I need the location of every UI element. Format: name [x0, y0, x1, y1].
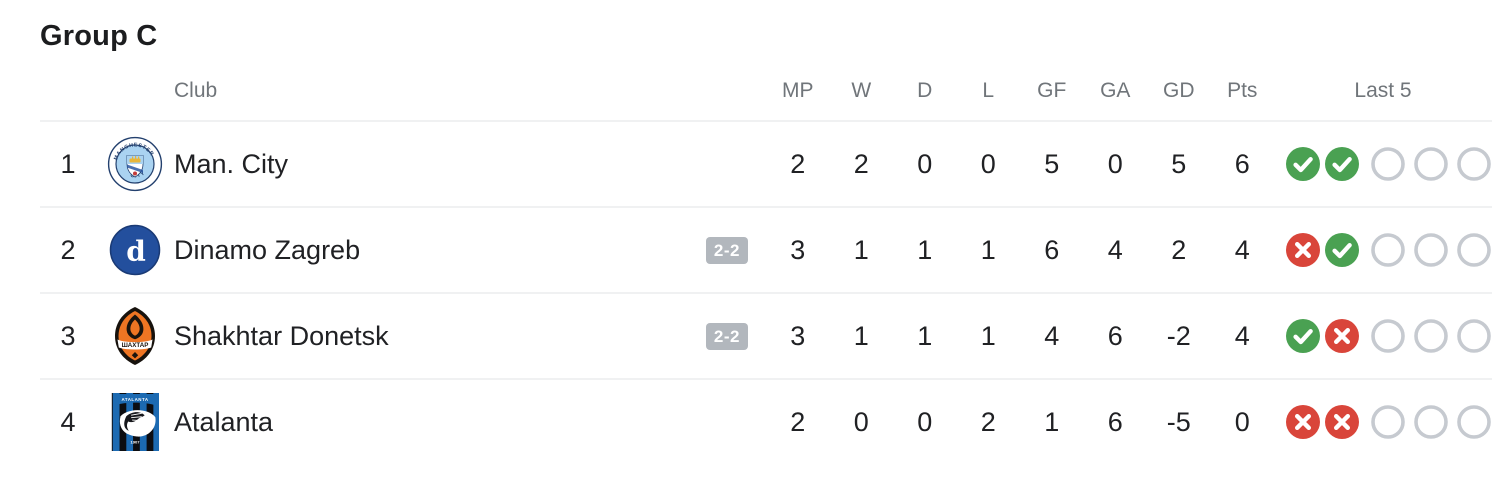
table-row[interactable]: 1 MANCHESTER CITY Man. City 2 2 0 0 5 0 … — [40, 120, 1492, 206]
stat-ga: 6 — [1107, 320, 1123, 351]
stat-d: 1 — [917, 234, 933, 265]
svg-text:d: d — [126, 235, 146, 268]
header-pts: Pts — [1227, 79, 1258, 102]
header-l: L — [982, 79, 995, 102]
stat-gf: 5 — [1044, 148, 1060, 179]
upcoming-match-icon — [1414, 147, 1448, 181]
stat-l: 1 — [980, 234, 996, 265]
header-d: D — [917, 79, 933, 102]
upcoming-match-icon — [1371, 319, 1405, 353]
stat-mp: 2 — [790, 406, 806, 437]
header-gf: GF — [1037, 79, 1067, 102]
last5-results — [1274, 147, 1492, 181]
stat-d: 0 — [917, 148, 933, 179]
header-gd: GD — [1163, 79, 1195, 102]
upcoming-match-icon — [1457, 233, 1491, 267]
stat-pts: 6 — [1234, 148, 1250, 179]
stat-gf: 4 — [1044, 320, 1060, 351]
loss-icon — [1286, 405, 1320, 439]
win-icon — [1325, 233, 1359, 267]
club-logo: ATALANTA 1907 — [111, 393, 159, 451]
group-title: Group C — [40, 20, 158, 52]
header-last5: Last 5 — [1354, 79, 1412, 102]
stat-w: 0 — [853, 406, 869, 437]
upcoming-match-icon — [1414, 233, 1448, 267]
stat-gd: -5 — [1166, 406, 1191, 437]
stat-d: 1 — [917, 320, 933, 351]
position-number: 4 — [60, 406, 76, 437]
loss-icon — [1286, 233, 1320, 267]
stat-l: 0 — [980, 148, 996, 179]
svg-text:ATALANTA: ATALANTA — [121, 397, 148, 402]
svg-text:ШАХТАР: ШАХТАР — [122, 342, 149, 349]
stat-pts: 4 — [1234, 234, 1250, 265]
stat-d: 0 — [917, 406, 933, 437]
stat-w: 2 — [853, 148, 869, 179]
club-name[interactable]: Atalanta — [174, 406, 274, 437]
header-ga: GA — [1100, 79, 1131, 102]
header-mp: MP — [782, 79, 814, 102]
table-row[interactable]: 3 ШАХТАР Shakhtar Donetsk 2-2 3 1 1 1 4 … — [40, 292, 1492, 378]
stat-pts: 0 — [1234, 406, 1250, 437]
last5-results — [1274, 405, 1492, 439]
stat-gd: -2 — [1166, 320, 1191, 351]
last5-results — [1274, 233, 1492, 267]
stat-w: 1 — [853, 320, 869, 351]
loss-icon — [1325, 319, 1359, 353]
upcoming-match-icon — [1371, 405, 1405, 439]
stat-gf: 6 — [1044, 234, 1060, 265]
position-number: 1 — [60, 148, 76, 179]
club-name[interactable]: Dinamo Zagreb — [174, 234, 361, 265]
dinamo-zagreb-logo: d — [109, 224, 161, 276]
man-city-logo: MANCHESTER CITY — [107, 136, 163, 192]
stat-gd: 2 — [1171, 234, 1187, 265]
stat-w: 1 — [853, 234, 869, 265]
win-icon — [1286, 147, 1320, 181]
table-body: 1 MANCHESTER CITY Man. City 2 2 0 0 5 0 … — [40, 120, 1492, 464]
standings-widget: Group C Club MP W D L GF GA GD Pts Last … — [40, 20, 1492, 464]
club-logo: ШАХТАР — [110, 306, 160, 366]
stat-gf: 1 — [1044, 406, 1060, 437]
upcoming-match-icon — [1371, 233, 1405, 267]
upcoming-match-icon — [1371, 147, 1405, 181]
stat-l: 2 — [980, 406, 996, 437]
upcoming-match-icon — [1414, 405, 1448, 439]
stat-mp: 3 — [790, 234, 806, 265]
header-club: Club — [174, 79, 218, 102]
club-name[interactable]: Man. City — [174, 148, 289, 179]
table-row[interactable]: 2 d Dinamo Zagreb 2-2 3 1 1 1 6 4 2 4 — [40, 206, 1492, 292]
stat-pts: 4 — [1234, 320, 1250, 351]
header-w: W — [851, 79, 872, 102]
table-row[interactable]: 4 ATALANTA 1907 Atalanta 2 0 0 2 1 6 -5 … — [40, 378, 1492, 464]
table-header-row: Club MP W D L GF GA GD Pts Last 5 — [40, 62, 1492, 120]
club-logo: MANCHESTER CITY — [107, 136, 163, 192]
loss-icon — [1325, 405, 1359, 439]
win-icon — [1325, 147, 1359, 181]
stat-ga: 6 — [1107, 406, 1123, 437]
stat-mp: 2 — [790, 148, 806, 179]
stat-ga: 0 — [1107, 148, 1123, 179]
svg-text:1907: 1907 — [130, 439, 140, 444]
position-number: 2 — [60, 234, 76, 265]
last5-results — [1274, 319, 1492, 353]
upcoming-match-icon — [1457, 319, 1491, 353]
stat-l: 1 — [980, 320, 996, 351]
shakhtar-donetsk-logo: ШАХТАР — [115, 307, 155, 365]
stat-ga: 4 — [1107, 234, 1123, 265]
club-logo: d — [108, 223, 162, 277]
stat-gd: 5 — [1171, 148, 1187, 179]
atalanta-logo: ATALANTA 1907 — [112, 393, 158, 451]
stat-mp: 3 — [790, 320, 806, 351]
upcoming-match-icon — [1414, 319, 1448, 353]
score-badge: 2-2 — [705, 236, 748, 264]
position-number: 3 — [60, 320, 76, 351]
win-icon — [1286, 319, 1320, 353]
upcoming-match-icon — [1457, 405, 1491, 439]
upcoming-match-icon — [1457, 147, 1491, 181]
club-name[interactable]: Shakhtar Donetsk — [174, 320, 389, 351]
score-badge: 2-2 — [705, 322, 748, 350]
